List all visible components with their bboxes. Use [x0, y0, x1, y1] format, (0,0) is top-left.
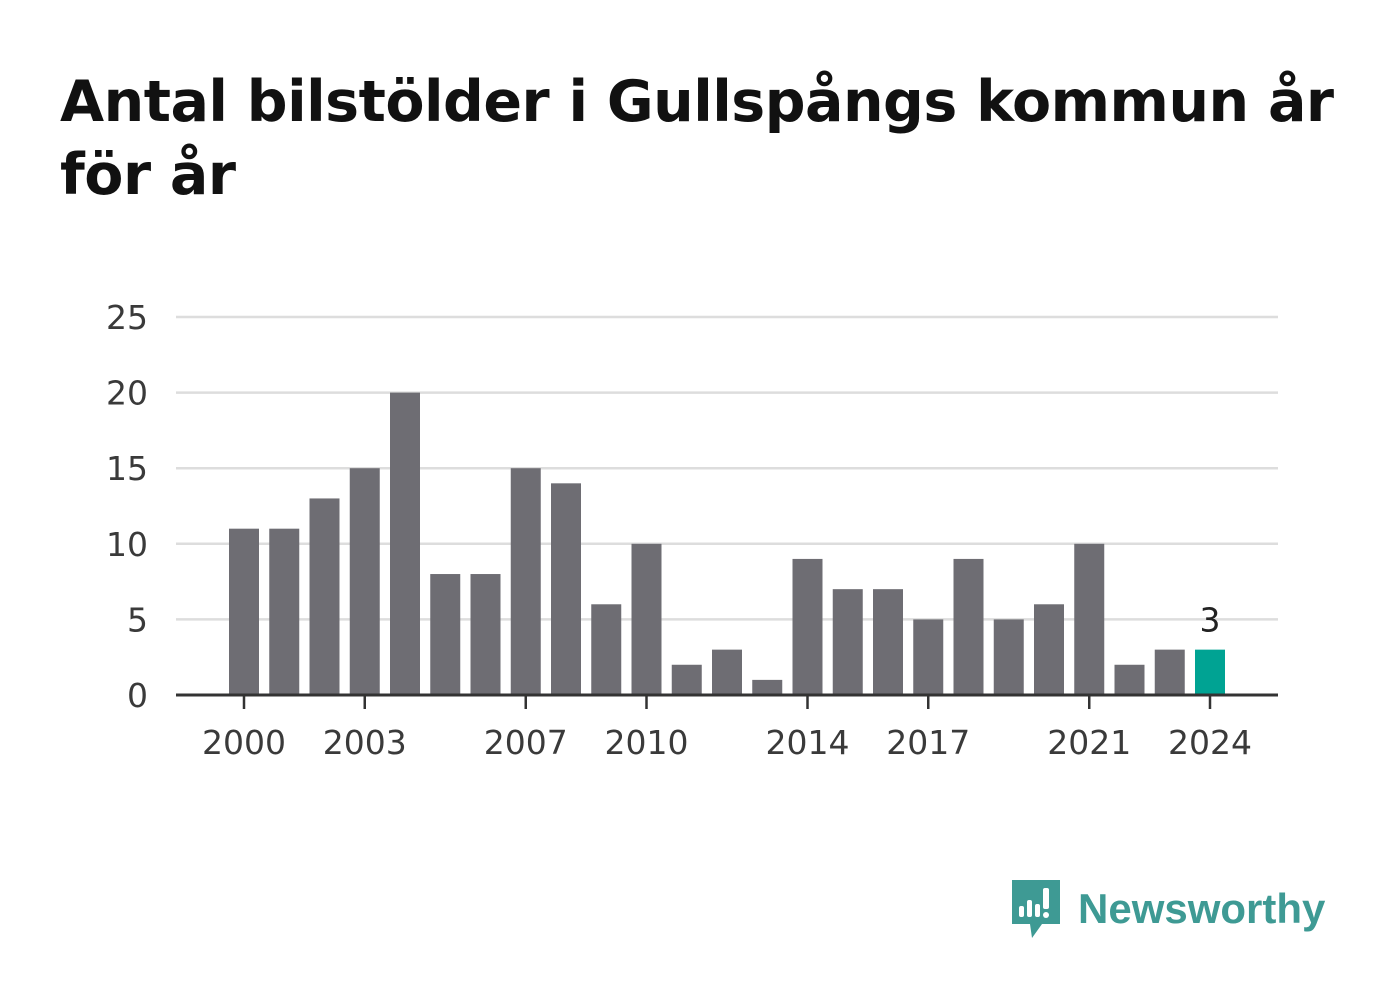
grid-lines: [176, 315, 1278, 621]
y-tick-label: 0: [127, 676, 148, 715]
bar-2004: [390, 392, 420, 695]
bar-2023: [1154, 649, 1185, 695]
bar-2016: [873, 589, 903, 695]
x-tick-label: 2010: [605, 723, 689, 762]
bar-2020: [1034, 604, 1064, 695]
y-tick-label: 20: [106, 374, 148, 413]
bar-2007: [510, 468, 541, 695]
x-tick-label: 2014: [766, 723, 850, 762]
bar-2005: [430, 574, 461, 695]
bar-2024: [1195, 649, 1225, 695]
bar-2002: [309, 498, 340, 695]
y-axis-ticks: 0 5 10 15 20 25: [106, 298, 148, 715]
bar-2008: [551, 483, 581, 695]
bar-2017: [913, 619, 944, 695]
bar-2018: [953, 558, 984, 695]
y-tick-label: 5: [127, 600, 148, 639]
x-tick-label: 2003: [323, 723, 407, 762]
chart-title: Antal bilstölder i Gullspångs kommun år …: [60, 69, 1334, 208]
x-axis-ticks: 2000 2003 2007 2010 2014 2017 2021 2024: [202, 695, 1252, 762]
bar-2022: [1114, 664, 1145, 695]
bar-2009: [591, 604, 622, 695]
bar-2021: [1074, 543, 1105, 695]
brand-name: Newsworthy: [1078, 885, 1326, 932]
bar-2019: [993, 619, 1024, 695]
x-tick-label: 2021: [1047, 723, 1131, 762]
bar-2010: [631, 543, 662, 695]
x-tick-label: 2007: [484, 723, 568, 762]
y-tick-label: 15: [106, 449, 148, 488]
x-tick-label: 2024: [1168, 723, 1252, 762]
y-tick-label: 10: [106, 525, 148, 564]
bar-2006: [470, 574, 501, 695]
bars: [229, 392, 1225, 695]
data-label-2024: 3: [1200, 601, 1221, 640]
newsworthy-logo[interactable]: Newsworthy: [1010, 878, 1325, 940]
bar-2014: [792, 558, 823, 695]
data-labels: 3: [1200, 601, 1221, 640]
bar-2001: [269, 528, 300, 695]
bar-2015: [832, 589, 863, 695]
bar-2013: [752, 679, 783, 695]
newsworthy-logo-icon: [1012, 880, 1060, 938]
x-tick-label: 2000: [202, 723, 286, 762]
bar-2011: [671, 664, 702, 695]
bar-2003: [349, 468, 380, 695]
y-tick-label: 25: [106, 298, 148, 337]
bar-2000: [229, 528, 259, 695]
x-tick-label: 2017: [886, 723, 970, 762]
bar-2012: [712, 649, 742, 695]
